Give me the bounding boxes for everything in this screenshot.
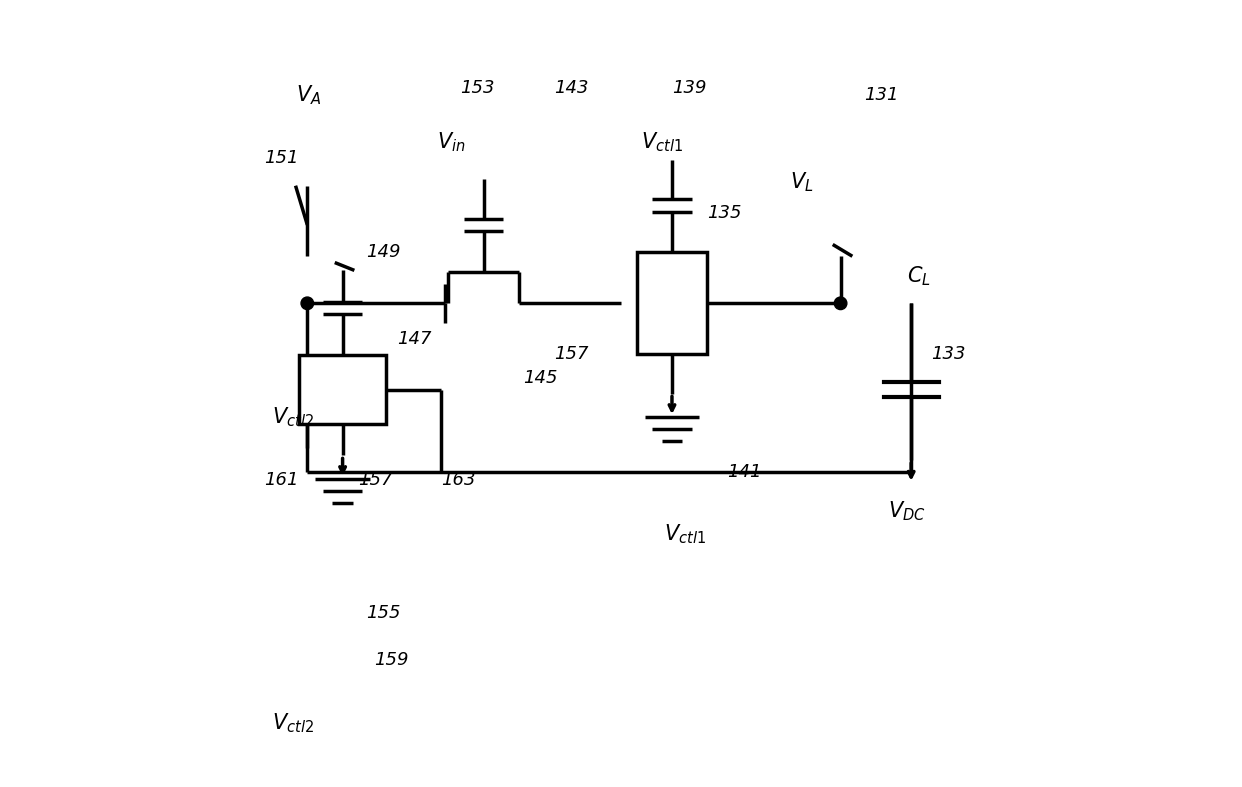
Text: 161: 161 (265, 471, 298, 489)
Bar (637, 253, 707, 354)
Circle shape (301, 297, 313, 309)
Text: 157: 157 (554, 345, 589, 364)
Text: 155: 155 (366, 604, 401, 622)
Text: 145: 145 (523, 369, 558, 387)
Text: 159: 159 (374, 651, 409, 669)
Text: 157: 157 (358, 471, 392, 489)
Text: $V_{ctl2}$: $V_{ctl2}$ (272, 711, 314, 735)
Text: $V_{ctl2}$: $V_{ctl2}$ (272, 405, 314, 429)
Text: $C_L$: $C_L$ (907, 264, 932, 288)
Text: $V_{ctl1}$: $V_{ctl1}$ (664, 523, 707, 546)
Text: 131: 131 (864, 87, 899, 105)
Text: 135: 135 (707, 204, 741, 222)
Text: 151: 151 (265, 150, 298, 167)
Text: 149: 149 (366, 243, 401, 261)
Text: 139: 139 (672, 79, 707, 97)
Text: $V_A$: $V_A$ (296, 83, 320, 107)
Text: 133: 133 (930, 345, 965, 364)
Text: $V_L$: $V_L$ (790, 170, 814, 194)
Text: 141: 141 (727, 463, 761, 481)
Bar (299, 355, 386, 424)
Circle shape (835, 297, 847, 309)
Text: $V_{ctl1}$: $V_{ctl1}$ (641, 131, 683, 154)
Text: 153: 153 (461, 79, 494, 97)
Text: $V_{DC}$: $V_{DC}$ (888, 499, 925, 523)
Text: 143: 143 (554, 79, 589, 97)
Text: 147: 147 (397, 330, 432, 348)
Text: $V_{in}$: $V_{in}$ (437, 131, 466, 154)
Text: 163: 163 (441, 471, 476, 489)
